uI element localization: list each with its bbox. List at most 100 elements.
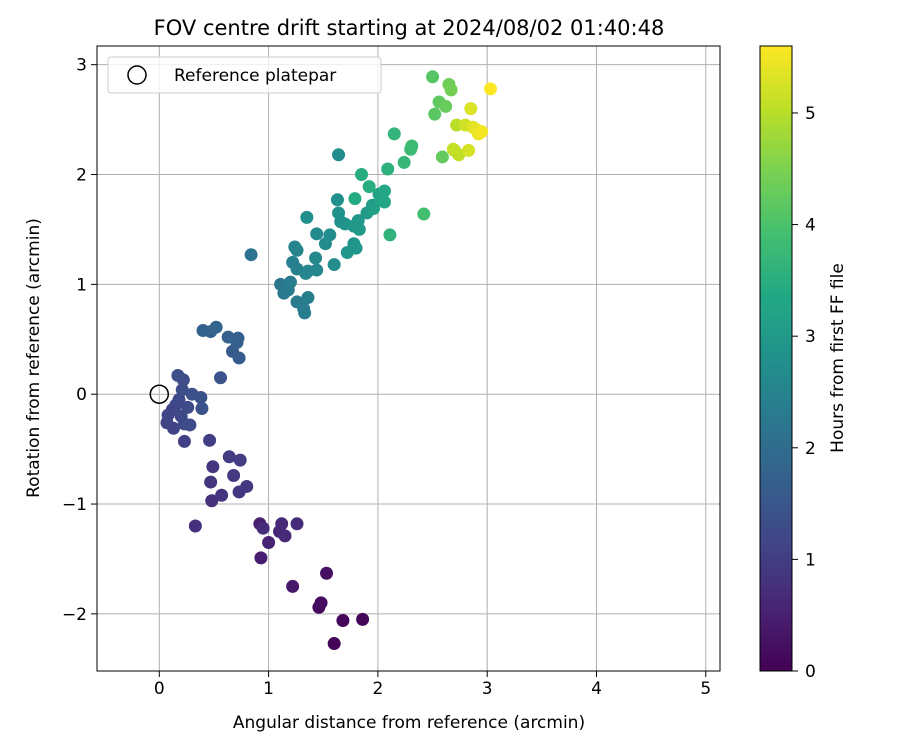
data-point <box>175 383 189 397</box>
y-tick-label: −2 <box>62 605 87 625</box>
y-tick-label: 2 <box>76 166 87 186</box>
data-point <box>206 460 220 474</box>
data-point <box>232 351 246 365</box>
data-point <box>330 193 344 207</box>
colorbar-bar <box>759 45 793 672</box>
colorbar-tick-label: 4 <box>805 216 816 236</box>
data-point <box>244 248 258 262</box>
data-point <box>310 227 324 241</box>
data-point <box>327 637 341 651</box>
data-point <box>227 468 241 482</box>
data-point <box>464 102 478 116</box>
data-point <box>286 579 300 593</box>
legend: Reference platepar <box>107 56 382 94</box>
colorbar-tick-label: 5 <box>805 104 816 124</box>
data-point <box>301 291 315 305</box>
data-point <box>256 521 270 535</box>
data-point <box>462 143 476 157</box>
data-point <box>383 228 397 242</box>
y-tick-label: 0 <box>76 385 87 405</box>
data-point <box>367 202 381 216</box>
data-point <box>446 142 460 156</box>
colorbar-tick-label: 1 <box>805 550 816 570</box>
legend-marker <box>127 65 147 85</box>
colorbar-label: Hours from first FF file <box>828 263 848 453</box>
data-point <box>356 612 370 626</box>
data-point <box>397 155 411 169</box>
data-point <box>204 475 218 489</box>
y-tick-label: 3 <box>76 56 87 76</box>
data-point <box>435 150 449 164</box>
x-tick-label: 2 <box>372 679 383 699</box>
data-point <box>444 83 458 97</box>
data-point <box>349 241 363 255</box>
data-point <box>290 243 304 257</box>
data-point <box>314 596 328 610</box>
data-point <box>231 331 245 345</box>
data-point <box>327 258 341 272</box>
data-point <box>177 434 191 448</box>
data-point <box>355 168 369 182</box>
colorbar-ticks: 0 1 2 3 4 5 <box>792 104 816 682</box>
data-point <box>483 82 497 96</box>
chart-title: FOV centre drift starting at 2024/08/02 … <box>154 16 665 40</box>
x-axis-ticks: 0 1 2 3 4 5 <box>154 671 711 699</box>
data-point <box>181 400 195 414</box>
legend-label: Reference platepar <box>174 66 336 86</box>
x-tick-label: 0 <box>154 679 165 699</box>
y-tick-label: −1 <box>62 495 87 515</box>
data-point <box>172 393 186 407</box>
data-point <box>377 184 391 198</box>
data-point <box>240 479 254 493</box>
data-point <box>221 330 235 344</box>
data-point <box>387 127 401 141</box>
data-point <box>348 192 362 206</box>
grid-lines <box>97 46 720 671</box>
data-point <box>278 529 292 543</box>
data-point <box>336 613 350 627</box>
data-point <box>183 418 197 432</box>
data-point <box>417 207 431 221</box>
data-point <box>188 519 202 533</box>
data-point <box>377 195 391 209</box>
data-point <box>196 323 210 337</box>
data-point <box>439 99 453 113</box>
data-point <box>275 517 289 531</box>
data-point <box>214 371 228 385</box>
data-point <box>475 125 489 139</box>
data-point <box>352 222 366 236</box>
x-axis-label: Angular distance from reference (arcmin) <box>233 713 585 733</box>
x-tick-label: 1 <box>263 679 274 699</box>
data-point <box>209 320 223 334</box>
colorbar-tick-label: 2 <box>805 439 816 459</box>
data-point <box>332 148 346 162</box>
data-point <box>254 551 268 565</box>
x-tick-label: 5 <box>700 679 711 699</box>
data-point <box>362 180 376 194</box>
data-point <box>203 433 217 447</box>
data-point <box>320 566 334 580</box>
legend-box <box>107 56 382 94</box>
data-point <box>205 494 219 508</box>
colorbar-tick-label: 0 <box>805 662 816 682</box>
data-point <box>300 210 314 224</box>
data-point <box>233 453 247 467</box>
data-point <box>171 369 185 383</box>
data-point <box>428 107 442 121</box>
data-point <box>194 390 208 404</box>
colorbar: 0 1 2 3 4 5 Hours from first FF file <box>759 45 848 682</box>
data-points <box>160 70 497 651</box>
data-point <box>215 488 229 502</box>
data-point <box>298 306 312 320</box>
data-point <box>426 70 440 84</box>
reference-point-marker <box>149 384 170 404</box>
data-point <box>290 517 304 531</box>
data-point <box>310 263 324 277</box>
x-tick-label: 4 <box>591 679 602 699</box>
data-point <box>381 162 395 176</box>
data-point <box>283 275 297 289</box>
x-tick-label: 3 <box>482 679 493 699</box>
y-axis-ticks: −2 −1 0 1 2 3 <box>62 56 97 625</box>
colorbar-tick-label: 3 <box>805 327 816 347</box>
